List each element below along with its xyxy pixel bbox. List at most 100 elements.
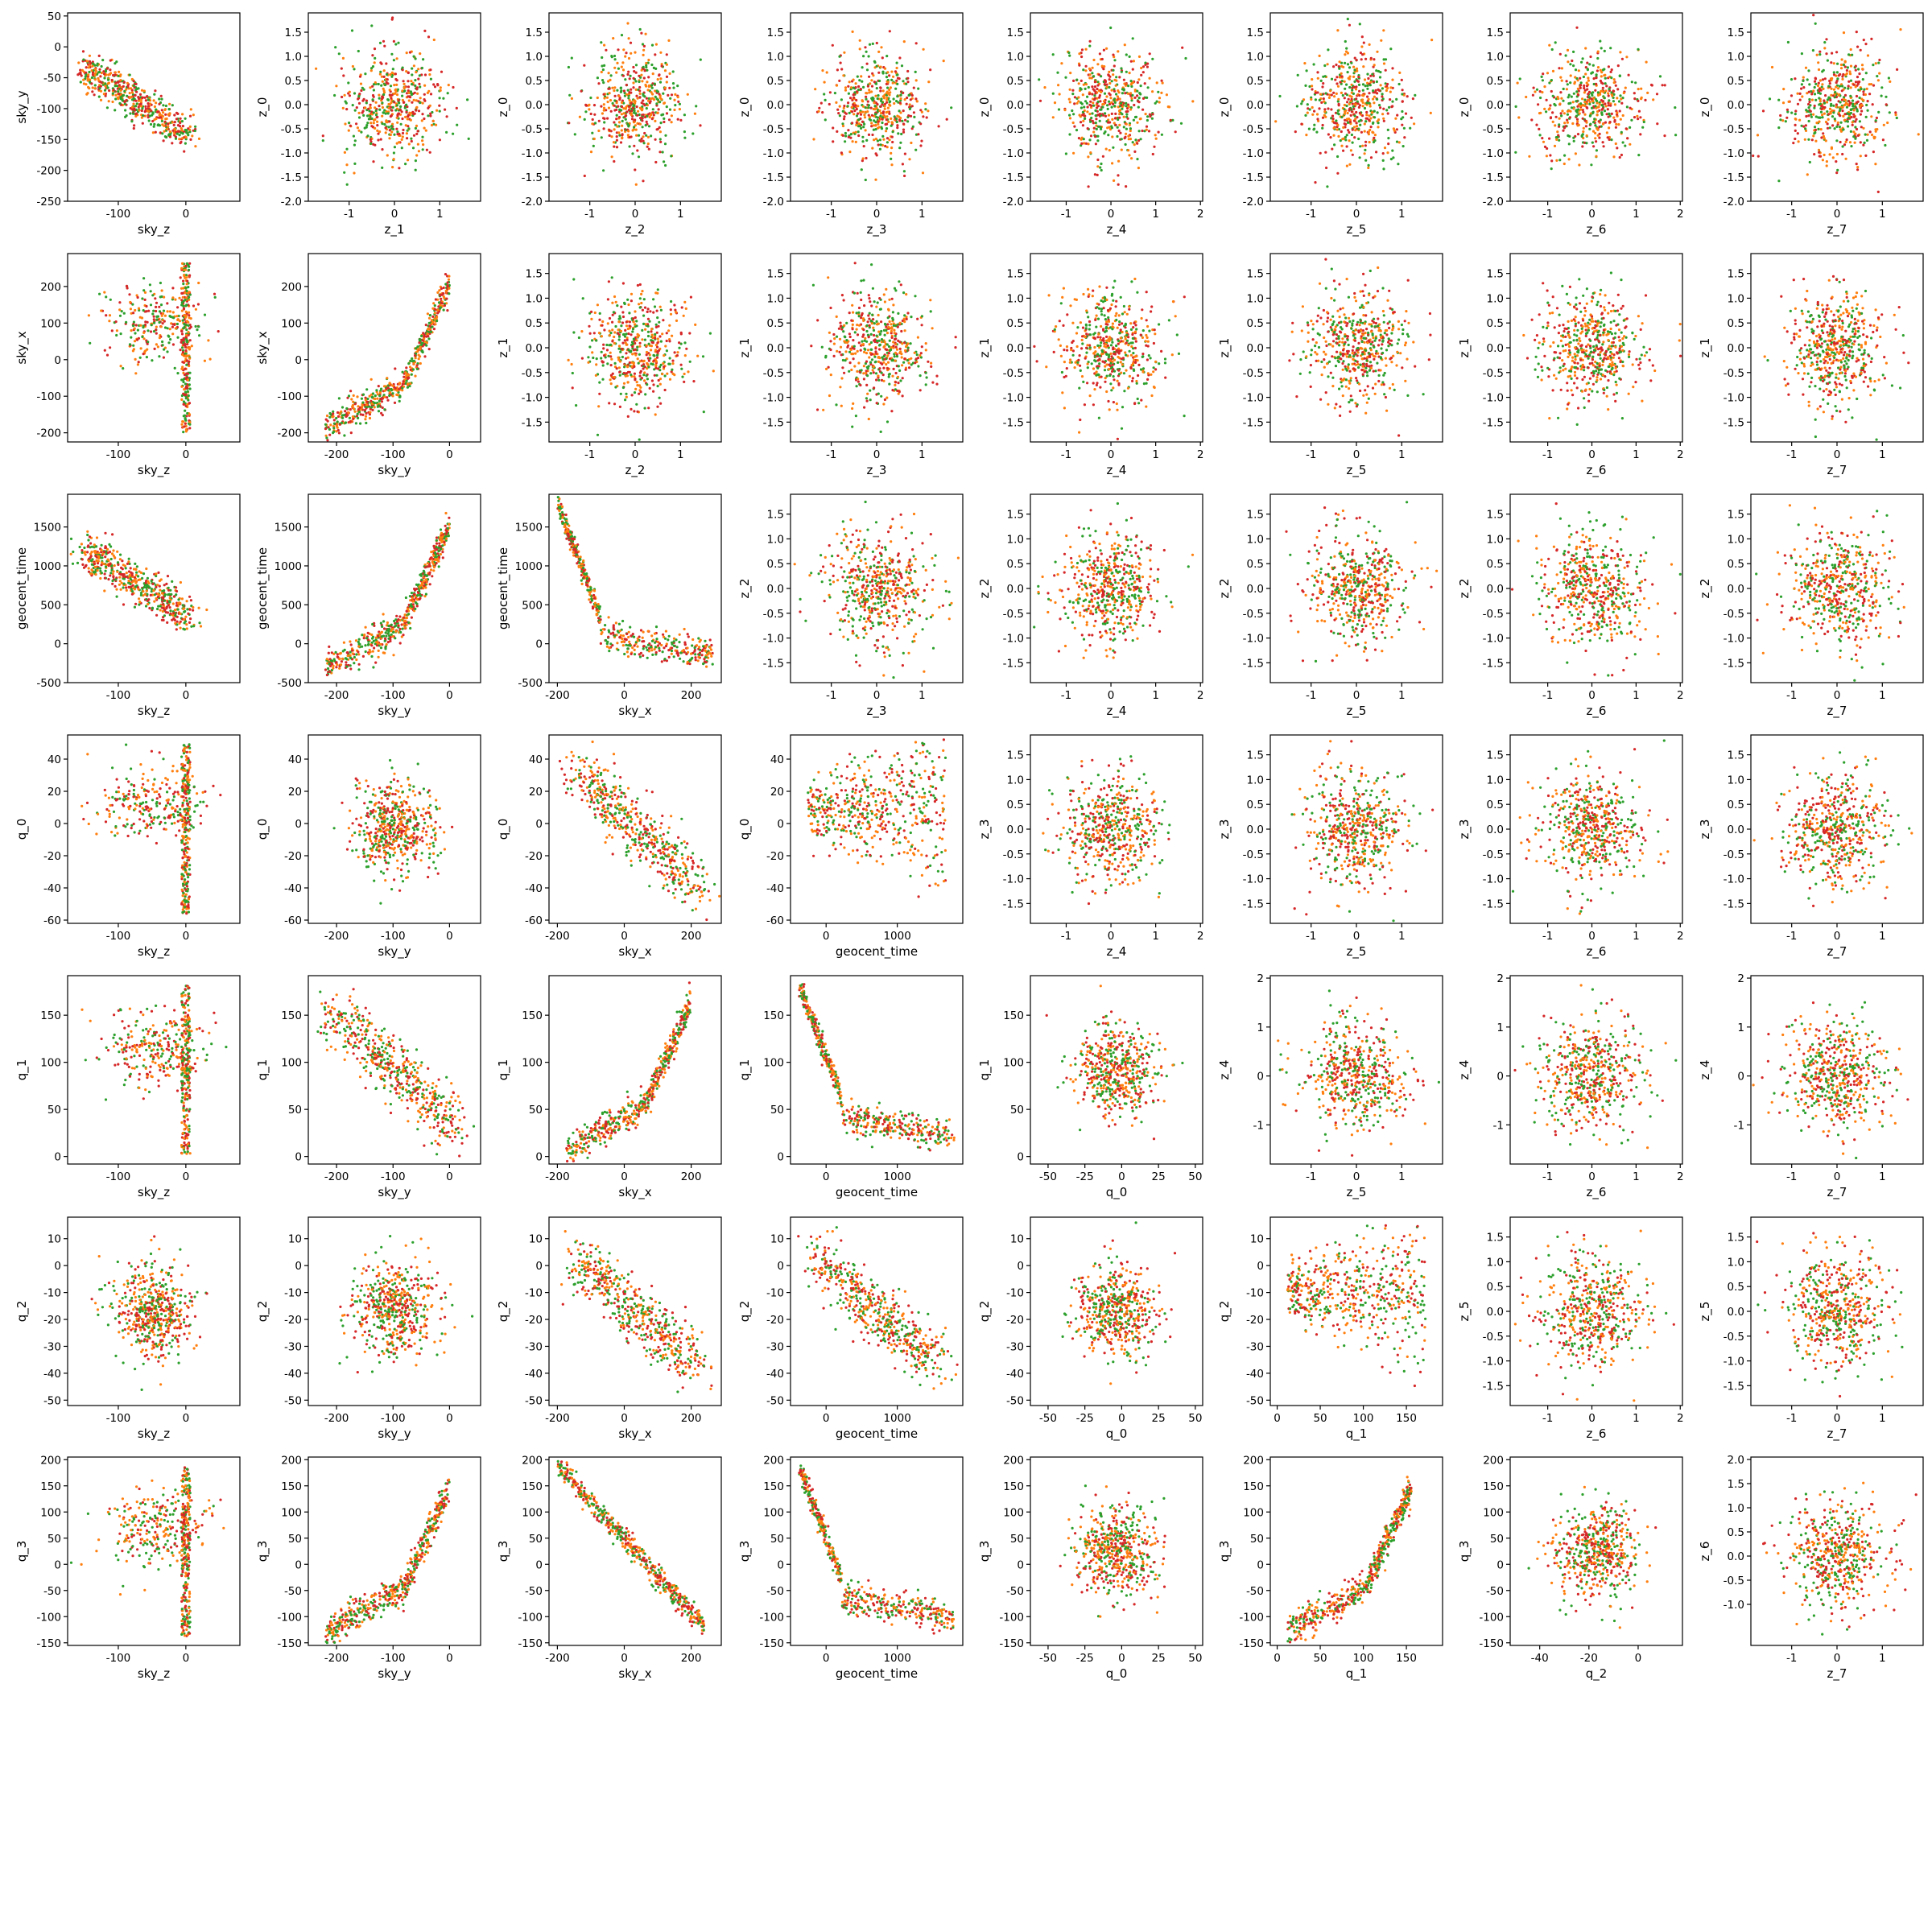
scatter-point [1107, 114, 1110, 117]
scatter-point [1553, 144, 1557, 147]
scatter-point [1550, 89, 1553, 93]
scatter-point [852, 402, 855, 405]
scatter-point [404, 115, 407, 118]
scatter-point [1865, 103, 1868, 107]
scatter-point [889, 86, 892, 89]
scatter-point [608, 92, 611, 95]
scatter-point [1649, 83, 1653, 87]
scatter-point [1118, 76, 1121, 79]
scatter-point [897, 339, 900, 342]
scatter-point [1071, 89, 1075, 92]
scatter-point [351, 64, 354, 68]
scatter-point [1075, 129, 1079, 132]
scatter-point [1153, 145, 1156, 148]
y-tick-label: 0.5 [1007, 75, 1024, 88]
scatter-point [883, 107, 886, 110]
scatter-point [381, 122, 384, 126]
scatter-point [674, 104, 677, 107]
scatter-point [1127, 134, 1130, 138]
scatter-point [419, 85, 422, 89]
scatter-point [1798, 98, 1802, 101]
scatter-point [398, 109, 402, 112]
scatter-point [362, 114, 365, 117]
scatter-point [1838, 126, 1841, 129]
y-tick-label: 1.5 [767, 268, 784, 281]
scatter-point [626, 72, 630, 76]
scatter-point [1637, 88, 1640, 91]
scatter-point [1332, 91, 1335, 94]
scatter-point [864, 110, 867, 114]
scatter-point [1658, 75, 1662, 78]
scatter-point [1621, 114, 1624, 118]
scatter-point [890, 329, 893, 333]
scatter-point [879, 86, 882, 89]
scatter-point [1343, 112, 1347, 115]
scatter-point [1038, 78, 1041, 81]
scatter-point [1164, 376, 1167, 379]
scatter-point [1084, 114, 1087, 118]
x-tick-label: 0 [632, 208, 639, 221]
scatter-point [377, 82, 380, 86]
scatter-point [1362, 65, 1365, 68]
scatter-point [378, 41, 382, 45]
scatter-point [1142, 382, 1146, 386]
scatter-point [1311, 113, 1315, 116]
y-tick-label: -1.0 [763, 147, 784, 160]
scatter-point [862, 372, 865, 375]
scatter-point [897, 312, 900, 315]
x-tick-label: -1 [1061, 208, 1071, 221]
scatter-point [903, 98, 906, 101]
scatter-point [587, 356, 590, 359]
scatter-point [667, 362, 671, 365]
scatter-point [1108, 100, 1111, 103]
scatter-point [634, 71, 638, 74]
scatter-point [1810, 93, 1814, 96]
scatter-point [898, 369, 902, 372]
scatter-point [365, 126, 368, 129]
scatter-point [414, 84, 417, 88]
scatter-point [1122, 126, 1125, 129]
scatter-point [644, 32, 647, 35]
scatter-point [602, 81, 605, 85]
scatter-point [828, 394, 832, 398]
scatter-point [415, 109, 418, 112]
scatter-point [1151, 90, 1154, 93]
x-axis-label: z_2 [625, 463, 646, 478]
scatter-point [890, 163, 894, 167]
scatter-point [840, 404, 843, 407]
scatter-point [1389, 98, 1392, 101]
scatter-point [1117, 174, 1120, 177]
scatter-point [1851, 99, 1855, 102]
scatter-point [1340, 144, 1344, 147]
scatter-point [917, 365, 920, 368]
scatter-point [581, 297, 584, 300]
scatter-point [1122, 78, 1125, 81]
scatter-point [655, 309, 658, 312]
scatter-point [1785, 116, 1789, 119]
scatter-point [829, 348, 832, 352]
panel-z_1-vs-z_3: -1 0 1-1.5-1.0-0.50.00.51.01.5z_3z_1 [737, 253, 964, 478]
scatter-point [1872, 151, 1875, 154]
scatter-point [636, 97, 639, 100]
scatter-point [931, 327, 934, 330]
scatter-point [620, 34, 624, 37]
scatter-point [1348, 163, 1352, 166]
scatter-point [369, 140, 373, 143]
scatter-point [638, 74, 641, 77]
scatter-point [674, 308, 677, 312]
scatter-point [865, 156, 868, 160]
scatter-point [1386, 82, 1389, 86]
scatter-point [383, 122, 386, 126]
scatter-point [859, 88, 862, 91]
scatter-point [630, 407, 633, 411]
scatter-point [623, 365, 626, 369]
scatter-point [839, 61, 842, 64]
scatter-point [855, 114, 859, 118]
scatter-point [1092, 122, 1095, 125]
scatter-point [1528, 155, 1531, 158]
scatter-point [1100, 57, 1104, 61]
scatter-point [1821, 83, 1824, 86]
scatter-point [1330, 77, 1334, 80]
scatter-point [1375, 151, 1378, 154]
scatter-point [678, 346, 681, 349]
